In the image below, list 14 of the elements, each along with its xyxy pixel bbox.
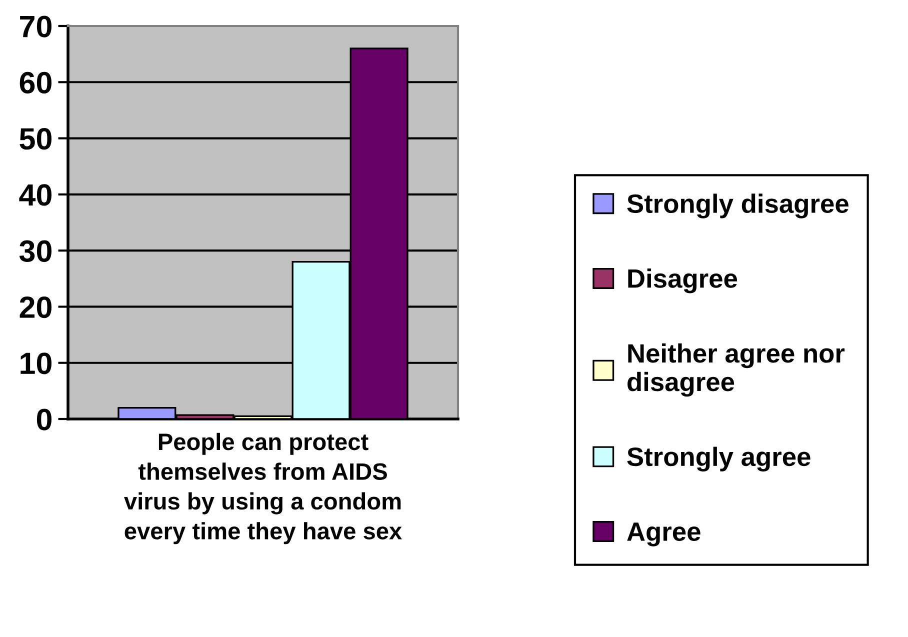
legend-label: Strongly agree: [627, 446, 810, 472]
y-tick-label: 50: [20, 128, 52, 150]
y-tick-label: 10: [20, 352, 52, 374]
y-tick-label: 60: [20, 72, 52, 94]
legend-label: Neither agree nor disagree: [628, 343, 845, 397]
legend-label: Disagree: [628, 268, 738, 294]
y-tick-label: 0: [36, 408, 52, 430]
y-tick-label: 70: [20, 16, 52, 38]
x-axis-title: People can protect themselves from AIDS virus by using a condom every time they have sex: [124, 432, 402, 544]
legend-label: Strongly disagree: [627, 194, 848, 218]
y-tick-label: 40: [19, 184, 52, 206]
y-tick-label: 30: [19, 240, 52, 262]
legend-label: Agree: [627, 522, 700, 546]
y-tick-label: 20: [20, 296, 52, 318]
